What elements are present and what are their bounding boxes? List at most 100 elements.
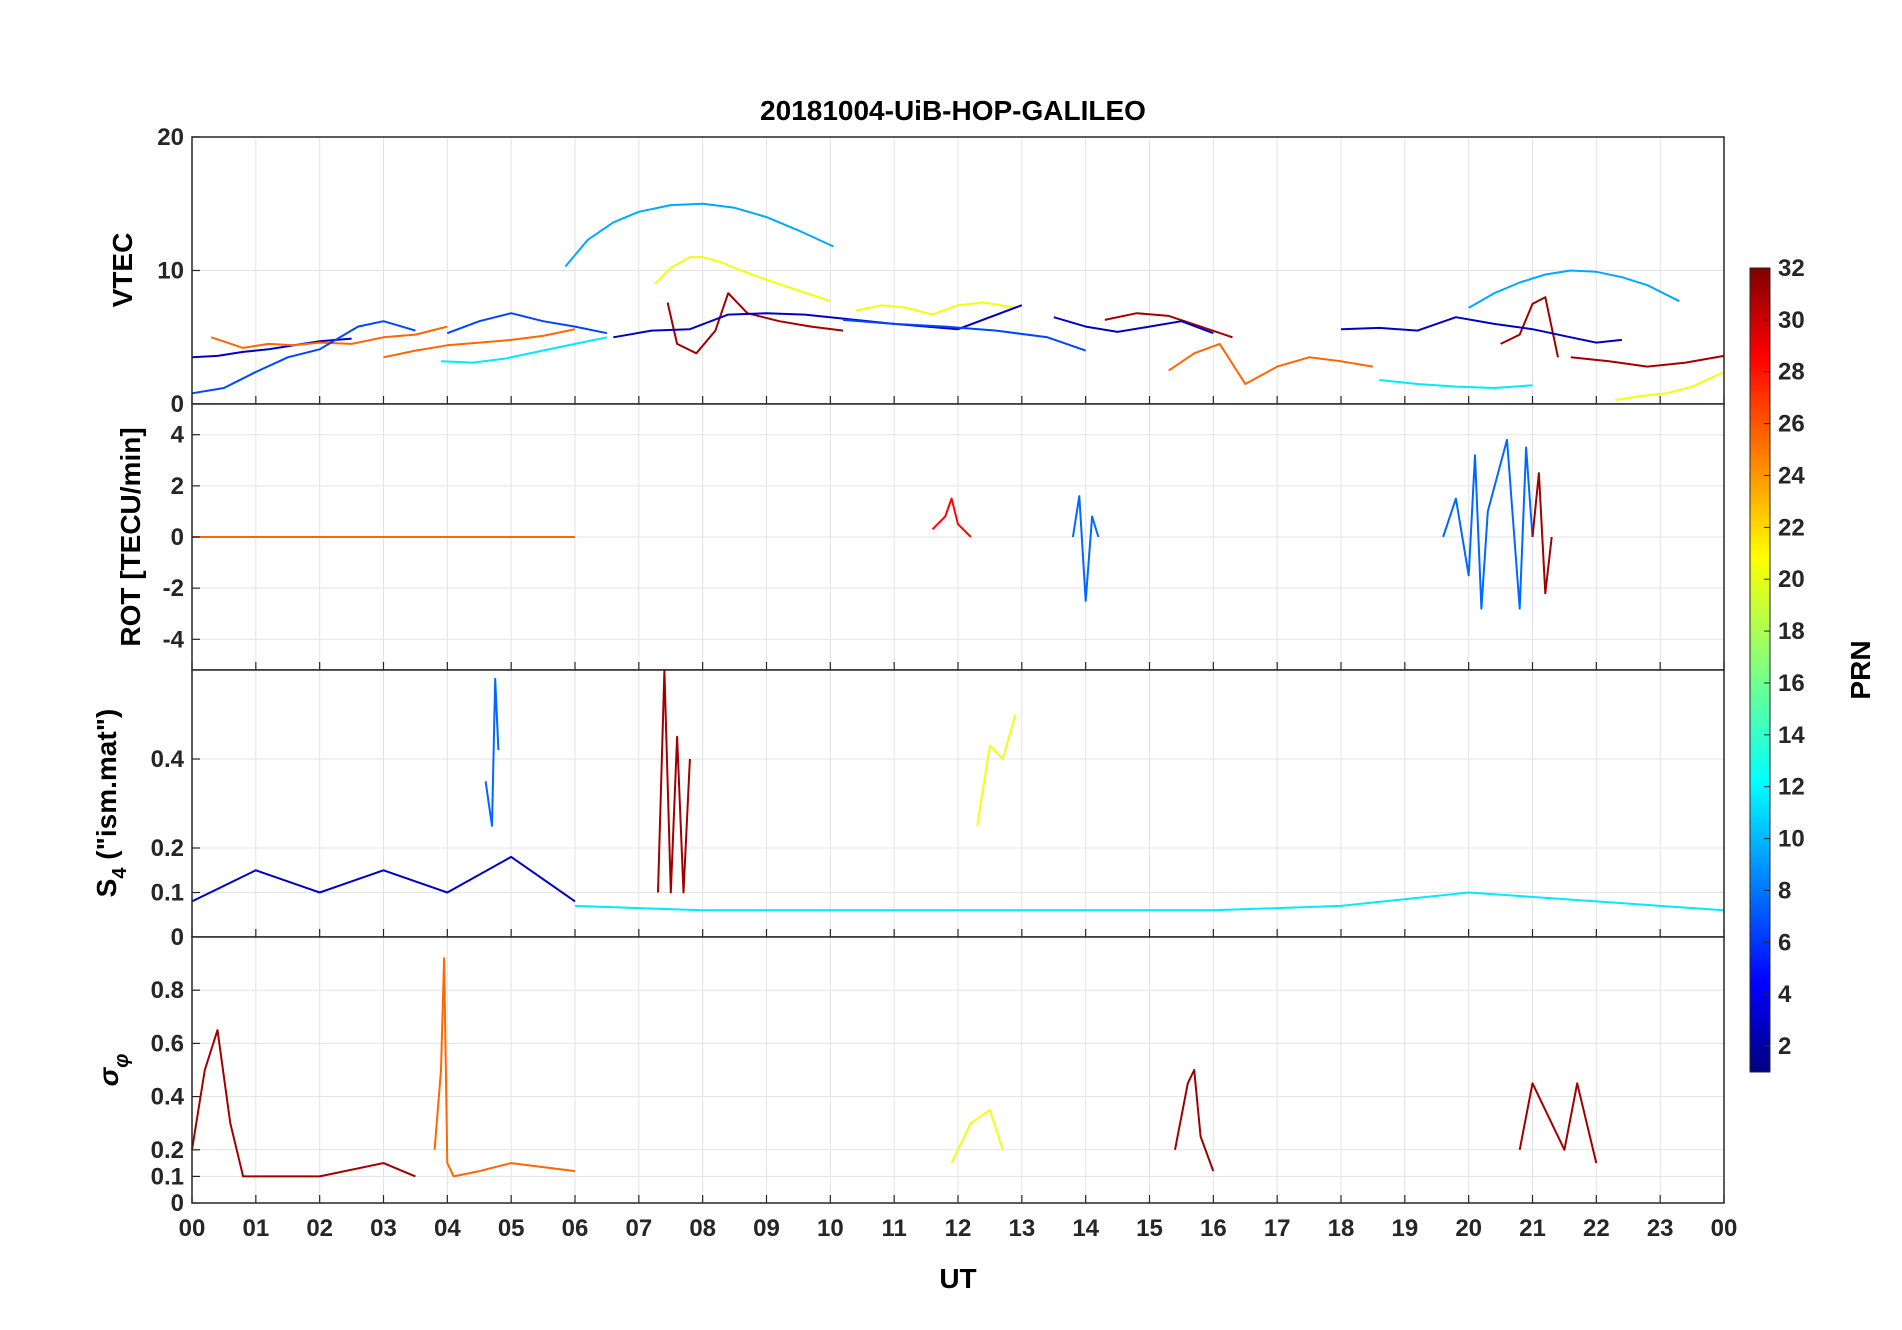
colorbar-tick-label: 30	[1778, 307, 1805, 334]
vtec-series-prn-20	[1615, 371, 1725, 401]
colorbar-tick-label: 12	[1778, 774, 1805, 801]
vtec-series-prn-20	[855, 301, 1016, 316]
s4-panel: 0 0.1 0.2 0.4 S4 ("ism.mat")	[91, 669, 1725, 951]
vtec-series	[191, 202, 1725, 401]
vtec-series-prn-25	[1168, 342, 1374, 385]
sigma-phi-y-tick-label: 0.4	[151, 1084, 185, 1111]
vtec-y-tick-label: 20	[157, 124, 184, 151]
vtec-series-prn-3	[1053, 316, 1214, 335]
vtec-series-prn-7	[446, 312, 608, 335]
s4-series	[191, 669, 1725, 912]
rot-y-tick-label: -2	[163, 575, 184, 602]
colorbar-tick-label: 2	[1778, 1033, 1791, 1060]
vtec-series-prn-31	[1570, 354, 1725, 368]
x-axis-ticks: 00 01 02 03 04 05 06 07 08 09 10 11 12 13 14 15 16 17 18 19…	[179, 1215, 1738, 1242]
x-tick-label: 10	[817, 1215, 844, 1242]
vtec-y-ticks: 0 10 20	[157, 124, 200, 418]
colorbar-tick-label: 26	[1778, 411, 1805, 438]
sigma-phi-series-prn-20	[950, 1108, 1004, 1164]
vtec-series-prn-31	[666, 292, 844, 355]
sigma-phi-ylabel-phi: φ	[111, 1054, 133, 1068]
x-tick-label: 22	[1583, 1215, 1610, 1242]
vtec-series-prn-25	[383, 328, 576, 359]
s4-series-prn-31	[657, 669, 691, 894]
colorbar-tick-label: 20	[1778, 566, 1805, 593]
vtec-panel: 0 10 20 VTEC	[107, 124, 1725, 418]
colorbar-gradient	[1749, 267, 1771, 1073]
vtec-series-prn-20	[654, 256, 831, 303]
vtec-ylabel: VTEC	[107, 233, 138, 308]
x-tick-label: 14	[1072, 1215, 1099, 1242]
s4-y-tick-label: 0.4	[151, 746, 185, 773]
x-tick-label: 00	[1711, 1215, 1738, 1242]
colorbar-tick-label: 14	[1778, 722, 1805, 749]
x-tick-label: 17	[1264, 1215, 1291, 1242]
sigma-phi-y-tick-label: 0	[171, 1190, 184, 1217]
sigma-phi-ylabel-sigma: σ	[93, 1066, 124, 1086]
x-tick-label: 00	[179, 1215, 206, 1242]
x-tick-label: 13	[1008, 1215, 1035, 1242]
vtec-series-prn-10	[1468, 269, 1680, 309]
vtec-series-prn-31	[1104, 312, 1233, 339]
x-tick-label: 06	[562, 1215, 589, 1242]
x-tick-label: 01	[242, 1215, 269, 1242]
sigma-phi-y-ticks: 00.10.2 0.4 0.6 0.8	[151, 977, 200, 1217]
colorbar-tick-label: 22	[1778, 514, 1805, 541]
sigma-phi-ylabel: σφ	[93, 1054, 133, 1087]
x-tick-label: 04	[434, 1215, 461, 1242]
colorbar-tick-label: 16	[1778, 670, 1805, 697]
x-tick-label: 08	[689, 1215, 716, 1242]
sigma-phi-series-prn-31	[1518, 1082, 1598, 1164]
colorbar-label: PRN	[1845, 640, 1876, 699]
rot-ylabel: ROT [TECU/min]	[115, 427, 146, 646]
colorbar-tick-label: 8	[1778, 877, 1791, 904]
colorbar-tick-label: 10	[1778, 826, 1805, 853]
rot-y-tick-label: 4	[171, 422, 185, 449]
x-tick-label: 09	[753, 1215, 780, 1242]
vtec-series-prn-7	[843, 318, 1087, 352]
rot-series-prn-28	[931, 497, 972, 538]
x-tick-label: 23	[1647, 1215, 1674, 1242]
sigma-phi-frame	[191, 936, 1725, 1204]
rot-series-prn-31	[1531, 472, 1553, 595]
x-tick-label: 15	[1136, 1215, 1163, 1242]
x-tick-label: 11	[881, 1215, 906, 1242]
vtec-series-prn-25	[210, 325, 448, 349]
x-tick-label: 05	[498, 1215, 525, 1242]
rot-y-tick-label: 2	[171, 473, 184, 500]
colorbar-tick-label: 24	[1778, 462, 1805, 489]
s4-y-tick-label: 0.2	[151, 835, 184, 862]
s4-series-prn-3	[191, 855, 576, 903]
vtec-series-prn-10	[564, 202, 834, 268]
x-tick-label: 20	[1455, 1215, 1482, 1242]
sigma-phi-series	[191, 957, 1598, 1178]
x-tick-label: 21	[1519, 1215, 1546, 1242]
vtec-series-prn-12	[1379, 379, 1533, 389]
s4-series-prn-20	[976, 714, 1017, 826]
vtec-series-prn-12	[440, 336, 608, 364]
x-tick-label: 12	[945, 1215, 972, 1242]
s4-ylabel: S4 ("ism.mat")	[91, 709, 131, 898]
sigma-phi-y-tick-label: 0.1	[151, 1163, 184, 1190]
sigma-phi-y-tick-label: 0.8	[151, 977, 184, 1004]
x-tick-label: 18	[1328, 1215, 1355, 1242]
s4-y-tick-label: 0.1	[151, 880, 184, 907]
sigma-phi-y-tick-label: 0.2	[151, 1137, 184, 1164]
x-axis-label: UT	[939, 1263, 976, 1294]
s4-ylabel-subscript: 4	[109, 867, 131, 879]
chart-title: 20181004-UiB-HOP-GALILEO	[760, 95, 1146, 126]
x-tick-label: 02	[306, 1215, 333, 1242]
colorbar-tick-label: 28	[1778, 359, 1805, 386]
s4-ylabel-source: ("ism.mat")	[91, 709, 122, 868]
rot-series-prn-8	[1442, 438, 1534, 610]
s4-series-prn-8	[484, 677, 500, 827]
colorbar-tick-label: 32	[1778, 255, 1805, 282]
colorbar-tick-label: 4	[1778, 981, 1792, 1008]
sigma-phi-series-prn-25	[433, 957, 576, 1178]
vtec-series-prn-31	[1500, 296, 1559, 358]
rot-series-prn-8	[1071, 495, 1100, 602]
rot-y-ticks: -4 -2 0 2 4	[163, 422, 200, 653]
